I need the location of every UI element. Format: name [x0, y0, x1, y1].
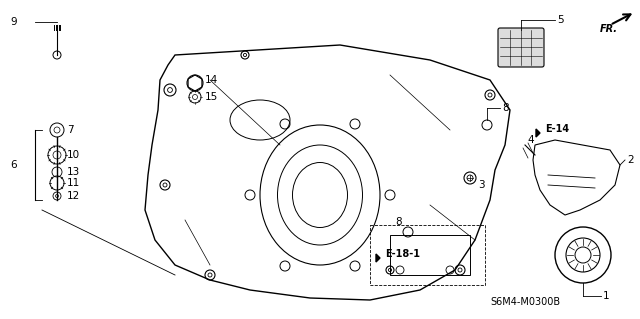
Text: 7: 7: [67, 125, 74, 135]
Text: 13: 13: [67, 167, 80, 177]
Text: 10: 10: [67, 150, 80, 160]
Text: 8: 8: [395, 217, 402, 227]
Bar: [370, 225, 485, 285]
Text: E-18-1: E-18-1: [385, 249, 420, 259]
Text: E-14: E-14: [545, 124, 569, 134]
Text: 9: 9: [10, 17, 17, 27]
Text: 12: 12: [67, 191, 80, 201]
Text: 5: 5: [557, 15, 564, 25]
Bar: [390, 235, 470, 275]
Polygon shape: [536, 129, 540, 137]
Text: 3: 3: [478, 180, 484, 190]
Text: S6M4-M0300B: S6M4-M0300B: [490, 297, 560, 307]
Text: 8: 8: [502, 103, 509, 113]
Text: 2: 2: [627, 155, 634, 165]
Text: 1: 1: [603, 291, 610, 301]
Text: 15: 15: [205, 92, 218, 102]
Text: 11: 11: [67, 178, 80, 188]
Polygon shape: [376, 254, 380, 262]
Text: 14: 14: [205, 75, 218, 85]
FancyBboxPatch shape: [498, 28, 544, 67]
Text: 4: 4: [527, 135, 534, 145]
Text: FR.: FR.: [600, 24, 618, 34]
Text: 6: 6: [10, 160, 17, 170]
